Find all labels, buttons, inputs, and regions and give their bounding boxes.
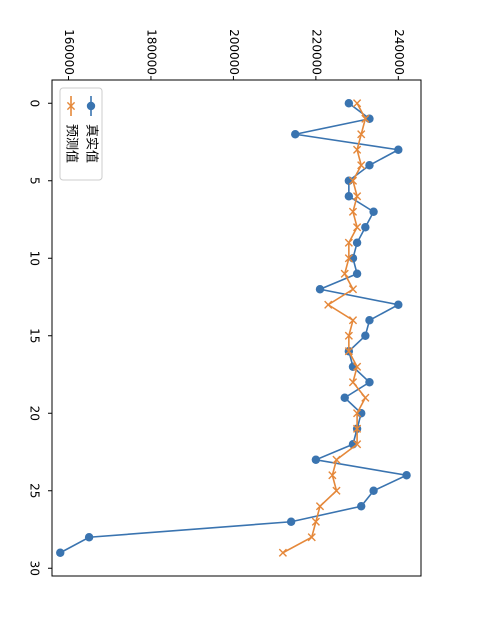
series-0-point xyxy=(344,99,354,108)
series-0-point xyxy=(357,502,366,511)
series-0-point xyxy=(352,269,362,278)
series-1-point xyxy=(353,424,362,433)
series-0-point xyxy=(344,192,354,201)
series-1-point xyxy=(344,331,353,340)
series-0-point xyxy=(311,455,321,464)
series-0-point xyxy=(56,548,65,557)
series-0-point xyxy=(348,254,358,263)
series-1-point xyxy=(315,502,325,511)
series-1-point xyxy=(353,440,362,449)
series-1-point xyxy=(348,285,358,294)
series-1-point xyxy=(348,207,358,216)
series-1-point xyxy=(344,238,353,247)
y-tick-label: 200000 xyxy=(227,29,241,75)
x-axis-ticks: 0 5 10 15 20 25 30 xyxy=(28,99,52,576)
series-1-point xyxy=(278,548,287,557)
series-1-point xyxy=(311,517,320,526)
x-tick-label: 30 xyxy=(28,561,42,576)
series-0-point xyxy=(340,393,349,402)
series-1-point xyxy=(353,223,362,232)
series-0-point xyxy=(369,486,378,495)
series-0-point xyxy=(344,176,354,185)
series-1-point xyxy=(361,114,370,123)
series-0-point xyxy=(365,114,374,123)
series-0-point xyxy=(291,130,300,139)
series-0-point xyxy=(394,300,403,309)
y-tick-label: 220000 xyxy=(309,29,323,75)
x-tick-label: 15 xyxy=(28,328,42,343)
legend-1-label: 预测值 xyxy=(64,124,80,163)
series-1-point xyxy=(353,192,362,201)
series-1-point xyxy=(357,161,366,170)
series-1-point xyxy=(353,99,362,108)
series-0-point xyxy=(394,145,403,154)
x-tick-label: 20 xyxy=(28,406,42,421)
series-0-point xyxy=(365,316,374,325)
y-axis-ticks: 160000 180000 200000 220000 240000 xyxy=(62,29,406,80)
x-tick-label: 5 xyxy=(28,177,42,185)
series-0-point xyxy=(361,331,370,340)
series-1-point xyxy=(348,176,358,185)
series-1-point xyxy=(344,347,353,356)
series-1-point xyxy=(344,254,353,263)
legend-0-label: 真实值 xyxy=(84,124,100,163)
x-tick-label: 0 xyxy=(28,99,42,107)
series-0-point xyxy=(365,378,374,387)
series-0-point xyxy=(352,238,362,247)
series-1-point xyxy=(332,455,341,464)
series-1-point xyxy=(324,300,333,309)
series-1-point xyxy=(340,269,349,278)
series-1-line xyxy=(282,102,367,554)
series-1-point xyxy=(353,362,362,371)
series-1-point xyxy=(348,378,358,387)
series-0-point xyxy=(402,471,411,480)
series-1-point xyxy=(357,130,366,139)
x-tick-label: 25 xyxy=(28,483,42,498)
legend-1-marker xyxy=(66,101,76,111)
series-1-point xyxy=(353,409,362,418)
series-layer xyxy=(56,99,411,557)
series-0-point xyxy=(315,285,325,294)
series-1-point xyxy=(328,471,337,480)
series-1-point xyxy=(361,393,370,402)
series-0-point xyxy=(84,533,94,542)
y-tick-label: 180000 xyxy=(144,29,158,75)
x-tick-label: 10 xyxy=(28,251,42,266)
y-tick-label: 240000 xyxy=(392,29,406,75)
series-1-point xyxy=(332,486,341,495)
series-0-line xyxy=(59,102,410,554)
series-0-point xyxy=(361,223,370,232)
series-0-point xyxy=(365,161,374,170)
series-1-point xyxy=(307,533,316,542)
series-1-point xyxy=(353,145,362,154)
y-tick-label: 160000 xyxy=(62,29,76,75)
series-0-point xyxy=(286,517,296,526)
series-0-point xyxy=(369,207,378,216)
legend-0-marker xyxy=(86,101,96,111)
series-1-point xyxy=(348,316,358,325)
